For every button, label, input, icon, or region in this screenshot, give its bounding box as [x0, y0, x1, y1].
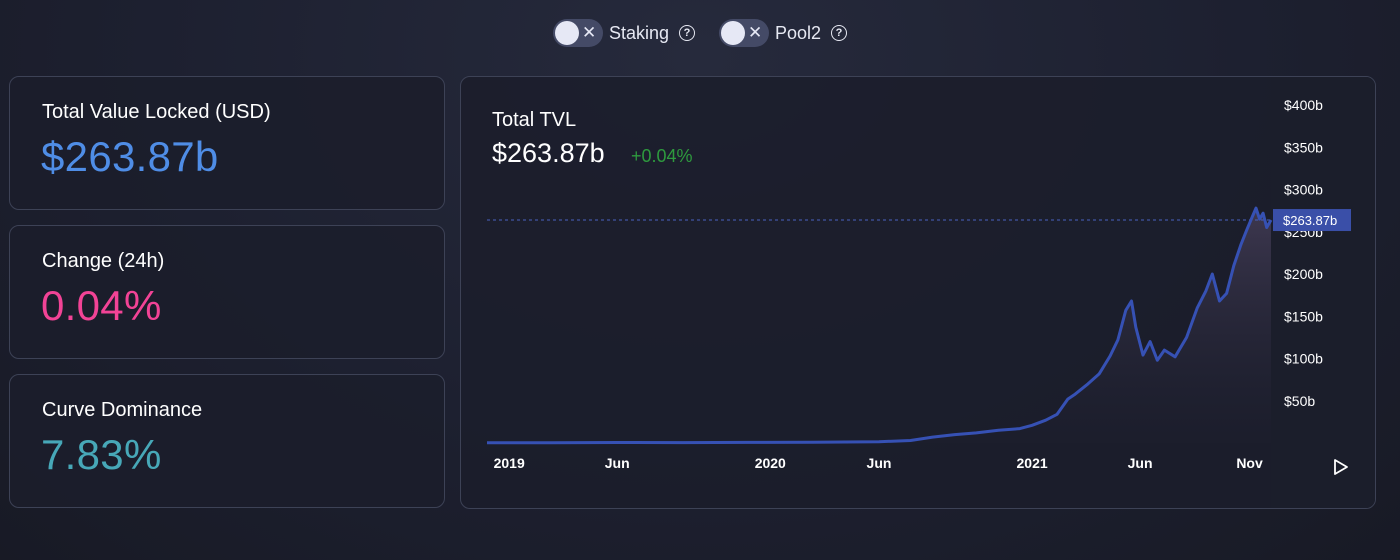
dominance-label: Curve Dominance — [42, 399, 203, 421]
tvl-card: Total Value Locked (USD) $263.87b — [9, 76, 445, 210]
toggle-knob — [721, 21, 745, 45]
tvl-chart-card: $50b $100b $150b $200b $250b $300b $350b $400b $… — [460, 76, 1376, 509]
y-tick-label: $300b — [1284, 182, 1323, 198]
tvl-line — [487, 206, 1273, 445]
current-value-badge — [1273, 209, 1351, 232]
chart-change: +0.04% — [631, 146, 693, 166]
y-tick-label: $350b — [1284, 139, 1323, 155]
change-card: Change (24h) 0.04% — [9, 225, 445, 359]
tvl-value: $263.87b — [41, 133, 219, 180]
chart-value: $263.87b — [492, 138, 605, 168]
help-icon[interactable]: ? — [679, 25, 695, 41]
tvl-chart[interactable]: $50b$100b$150b$200b$250b$300b$350b$400b$… — [461, 77, 1376, 509]
pool2-toggle-switch[interactable]: ✕ — [719, 19, 769, 47]
y-axis-panel — [1271, 77, 1375, 508]
play-icon[interactable] — [1332, 458, 1350, 476]
tvl-area — [487, 208, 1271, 443]
x-tick-label: 2021 — [1017, 455, 1048, 471]
y-tick-label: $50b — [1284, 393, 1315, 409]
pool2-toggle-label: Pool2 — [775, 22, 822, 43]
x-tick-label: Jun — [605, 455, 630, 471]
y-tick-label: $400b — [1284, 97, 1323, 113]
x-tick-label: 2020 — [755, 455, 786, 471]
x-tick-label: Jun — [867, 455, 892, 471]
staking-toggle-group: ✕ Staking ? — [552, 19, 695, 47]
change-value: 0.04% — [41, 282, 162, 329]
toggle-bar: ✕ Staking ? ✕ Pool2 ? — [0, 19, 1400, 47]
y-tick-label: $200b — [1284, 266, 1323, 282]
y-tick-label: $100b — [1284, 351, 1323, 367]
chart-title: Total TVL — [492, 109, 577, 131]
tvl-label: Total Value Locked (USD) — [42, 101, 271, 123]
staking-toggle-switch[interactable]: ✕ — [552, 19, 603, 47]
change-label: Change (24h) — [42, 250, 165, 272]
close-icon: ✕ — [748, 23, 763, 42]
dominance-value: 7.83% — [41, 431, 162, 478]
current-value-label: $263.87b — [1283, 213, 1337, 228]
help-icon[interactable]: ? — [831, 25, 848, 41]
pool2-toggle-group: ✕ Pool2 ? — [719, 19, 848, 47]
close-icon: ✕ — [581, 23, 597, 42]
x-tick-label: Nov — [1236, 455, 1263, 471]
x-tick-label: 2019 — [494, 455, 525, 471]
x-tick-label: Jun — [1128, 455, 1153, 471]
y-tick-label: $150b — [1284, 308, 1323, 324]
toggle-knob — [554, 21, 579, 45]
staking-toggle-label: Staking — [608, 22, 669, 43]
dominance-card: Curve Dominance 7.83% — [9, 374, 445, 508]
